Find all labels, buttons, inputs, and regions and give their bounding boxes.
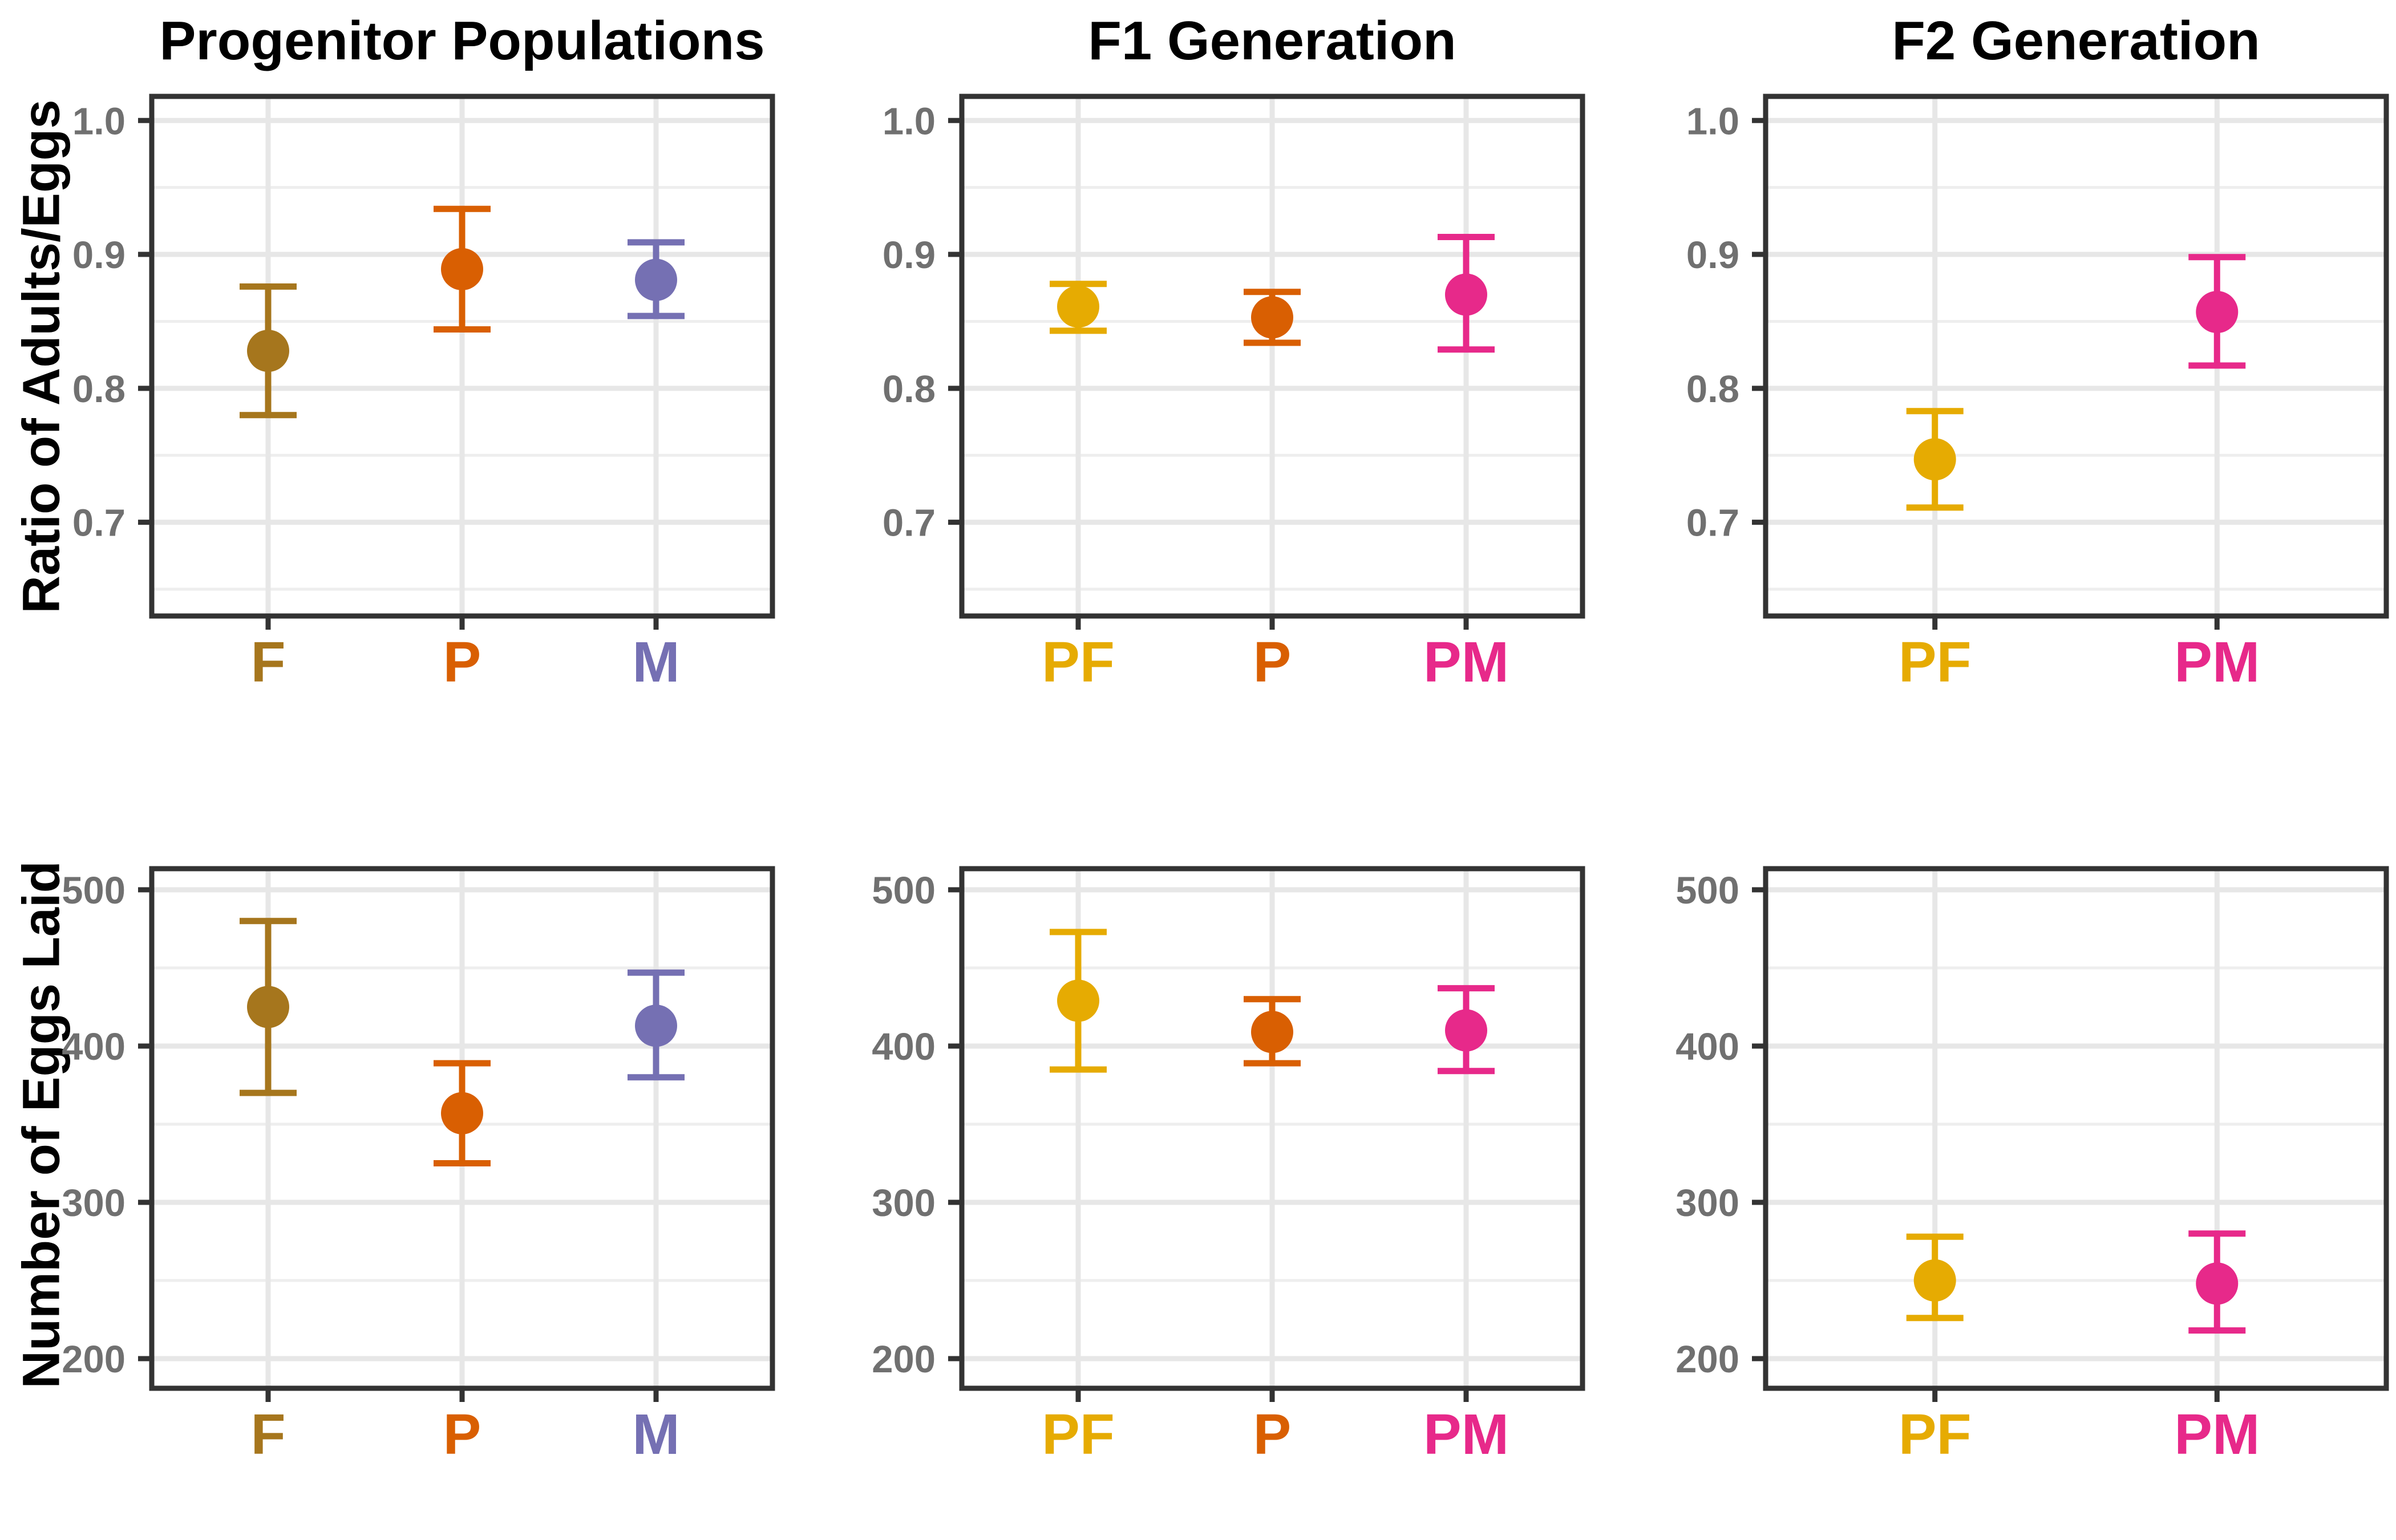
point-PM — [1445, 1009, 1487, 1052]
x-category-label-PF: PF — [1042, 630, 1115, 694]
point-PM — [1445, 273, 1487, 316]
y-tick-label: 300 — [872, 1182, 936, 1225]
x-category-label-M: M — [632, 630, 679, 694]
x-category-label-M: M — [632, 1403, 679, 1466]
x-category-label-P: P — [1253, 630, 1292, 694]
point-PF — [1057, 979, 1099, 1022]
panel-f2-eggs: 200 300 400 500 PF PM — [1675, 866, 2389, 1466]
x-category-label-PM: PM — [2174, 630, 2260, 694]
y-tick-label: 300 — [62, 1182, 126, 1225]
panel-f1-eggs: 200 300 400 500 PF P PM — [872, 866, 1585, 1466]
y-tick-label: 200 — [872, 1338, 936, 1381]
panel-title-progenitor-populations: Progenitor Populations — [159, 10, 765, 71]
y-tick-label: 0.9 — [883, 234, 936, 277]
y-tick-label: 0.9 — [72, 234, 126, 277]
point-P — [1251, 296, 1293, 339]
y-tick-label: 1.0 — [1686, 100, 1739, 143]
panel-f2-ratio: 0.7 0.8 0.9 1.0 PF PM — [1686, 94, 2389, 694]
point-PF — [1913, 438, 1956, 481]
y-tick-label: 0.8 — [883, 368, 936, 411]
point-PM — [2196, 1262, 2239, 1305]
y-tick-label: 0.7 — [1686, 502, 1739, 545]
panel-title-f2-generation: F2 Generation — [1892, 10, 2260, 71]
point-F — [247, 986, 289, 1028]
point-M — [635, 1004, 677, 1047]
y-tick-label: 400 — [1675, 1026, 1739, 1068]
y-tick-label: 400 — [872, 1026, 936, 1068]
point-P — [1251, 1011, 1293, 1053]
y-tick-label: 500 — [1675, 869, 1739, 912]
y-tick-label: 0.9 — [1686, 234, 1739, 277]
y-tick-label: 0.8 — [72, 368, 126, 411]
x-category-label-PF: PF — [1899, 1403, 1972, 1466]
x-category-label-PF: PF — [1042, 1403, 1115, 1466]
point-M — [635, 258, 677, 301]
panel-title-f1-generation: F1 Generation — [1088, 10, 1456, 71]
y-tick-label: 400 — [62, 1026, 126, 1068]
y-tick-label: 0.7 — [883, 502, 936, 545]
panel-f1-ratio: 0.7 0.8 0.9 1.0 PF P PM — [883, 94, 1585, 694]
point-PM — [2196, 291, 2239, 334]
point-P — [441, 248, 483, 290]
x-category-label-PM: PM — [2174, 1403, 2260, 1466]
y-tick-label: 200 — [1675, 1338, 1739, 1381]
panel-border — [1763, 866, 2389, 1391]
point-P — [441, 1092, 483, 1134]
point-F — [247, 330, 289, 372]
y-tick-label: 200 — [62, 1338, 126, 1381]
panel-progenitor-eggs: 200 300 400 500 F P M — [62, 866, 775, 1466]
y-tick-label: 500 — [872, 869, 936, 912]
x-category-label-PM: PM — [1423, 1403, 1509, 1466]
x-category-label-F: F — [250, 1403, 285, 1466]
y-tick-label: 1.0 — [883, 100, 936, 143]
point-PF — [1057, 285, 1099, 328]
x-category-label-F: F — [250, 630, 285, 694]
y-tick-label: 500 — [62, 869, 126, 912]
x-category-label-PM: PM — [1423, 630, 1509, 694]
x-category-label-P: P — [443, 630, 481, 694]
y-tick-label: 0.7 — [72, 502, 126, 545]
panel-progenitor-ratio: 0.7 0.8 0.9 1.0 F P M — [72, 94, 775, 694]
y-tick-label: 300 — [1675, 1182, 1739, 1225]
point-PF — [1913, 1259, 1956, 1302]
x-category-label-P: P — [443, 1403, 481, 1466]
panel-border — [1763, 94, 2389, 619]
y-tick-label: 1.0 — [72, 100, 126, 143]
x-category-label-PF: PF — [1899, 630, 1972, 694]
y-tick-label: 0.8 — [1686, 368, 1739, 411]
x-category-label-P: P — [1253, 1403, 1292, 1466]
